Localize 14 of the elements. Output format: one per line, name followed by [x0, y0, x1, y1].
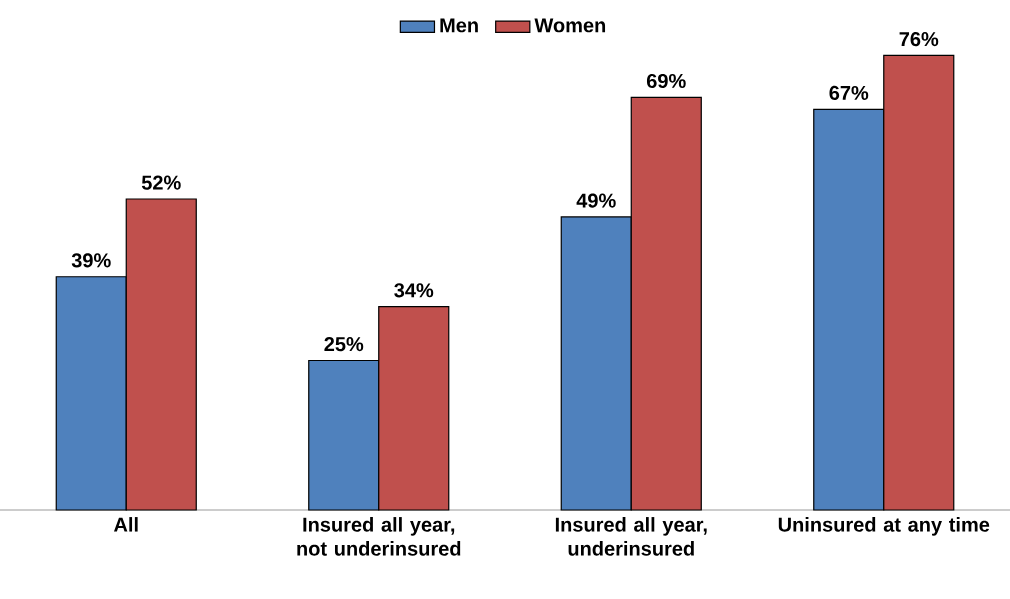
data-label: 39% — [71, 253, 111, 268]
x-tick-label: All — [113, 517, 138, 532]
x-tick-label: Insured all year, not underinsured — [297, 517, 461, 556]
data-label: 76% — [899, 32, 939, 47]
data-label: 67% — [829, 85, 869, 101]
data-label: 52% — [141, 175, 181, 190]
data-label: 69% — [646, 73, 686, 89]
data-label: 25% — [324, 337, 364, 352]
legend-label: Men — [440, 18, 478, 33]
data-label: 34% — [394, 283, 434, 298]
legend-label: Women — [534, 18, 606, 33]
x-tick-label: Uninsured at any time — [778, 517, 990, 536]
x-tick-label: Insured all year, underinsured — [555, 517, 707, 556]
data-label: 49% — [576, 193, 616, 208]
